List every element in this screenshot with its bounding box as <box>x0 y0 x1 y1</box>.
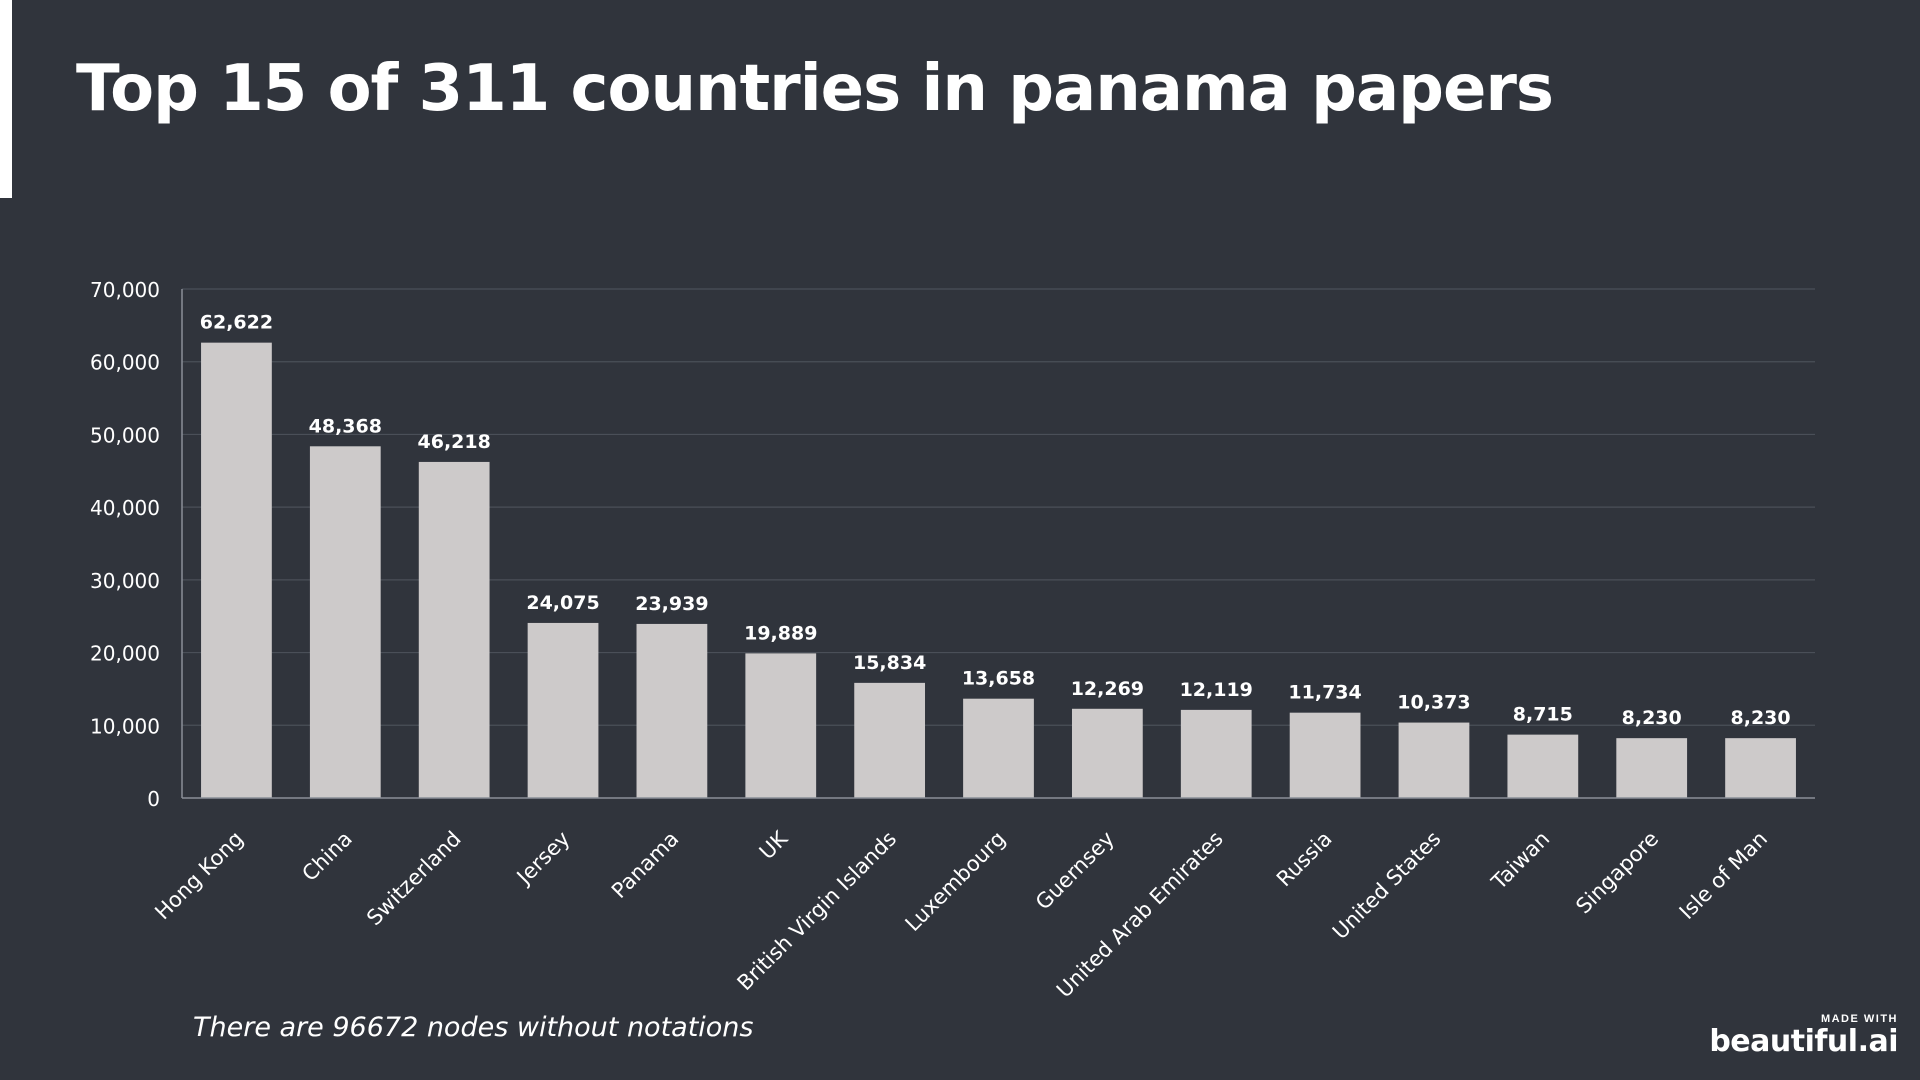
x-tick-label: Taiwan <box>1486 827 1554 895</box>
data-label: 46,218 <box>418 431 491 453</box>
watermark-brand: beautiful.ai <box>1709 1024 1898 1059</box>
x-tick-label: United States <box>1328 827 1446 945</box>
data-label: 24,075 <box>526 592 599 614</box>
data-label: 23,939 <box>635 593 708 615</box>
bar-hong-kong <box>201 342 272 798</box>
bar-guernsey <box>1071 708 1143 798</box>
data-label: 15,834 <box>853 652 926 674</box>
bar-singapore <box>1616 738 1688 798</box>
y-tick-label: 0 <box>147 787 160 811</box>
y-tick-label: 70,000 <box>90 278 160 302</box>
bar-china <box>309 446 381 798</box>
bar-united-arab-emirates <box>1180 709 1252 798</box>
y-tick-label: 10,000 <box>90 714 160 738</box>
data-label: 13,658 <box>962 668 1035 690</box>
bar-switzerland <box>418 461 490 798</box>
bar-isle-of-man <box>1725 738 1796 798</box>
x-tick-label: Luxembourg <box>901 827 1011 937</box>
x-tick-label: Jersey <box>511 827 575 891</box>
bar-uk <box>745 653 817 798</box>
data-label: 10,373 <box>1397 692 1470 714</box>
bar-panama <box>636 623 708 798</box>
data-label: 62,622 <box>200 312 273 334</box>
page-title: Top 15 of 311 countries in panama papers <box>76 52 1554 126</box>
y-tick-label: 20,000 <box>90 642 160 666</box>
x-tick-label: Isle of Man <box>1675 827 1772 924</box>
accent-bar <box>0 0 12 198</box>
data-label: 8,230 <box>1731 707 1791 729</box>
data-label: 12,269 <box>1071 678 1144 700</box>
bars <box>201 342 1796 798</box>
x-tick-label: Hong Kong <box>150 827 248 925</box>
x-tick-label: Switzerland <box>362 827 466 931</box>
bar-jersey <box>527 622 599 798</box>
bar-taiwan <box>1507 734 1579 798</box>
x-axis-labels: Hong Kong China Switzerland Jersey Panama UKB… <box>150 826 1772 1003</box>
y-tick-label: 30,000 <box>90 569 160 593</box>
watermark-logo[interactable]: MADE WITH beautiful.ai <box>1709 1013 1898 1059</box>
x-tick-label: British Virgin Islands <box>733 827 902 996</box>
x-tick-label: UK <box>755 826 793 864</box>
x-tick-label: China <box>297 827 356 886</box>
watermark-made-with: MADE WITH <box>1820 1013 1898 1025</box>
data-label: 19,889 <box>744 622 817 644</box>
axes <box>181 289 1815 799</box>
y-axis-ticks: 0 10,000 20,000 30,000 40,000 50,000 60,000 70,… <box>90 278 160 811</box>
y-tick-label: 40,000 <box>90 496 160 520</box>
y-tick-label: 50,000 <box>90 423 160 447</box>
x-tick-label: Russia <box>1272 827 1337 892</box>
data-label: 12,119 <box>1180 679 1253 701</box>
data-labels: 62,622 48,368 46,218 24,075 23,939 19,889 15,8… <box>200 312 1791 730</box>
data-label: 8,715 <box>1513 704 1573 726</box>
data-label: 11,734 <box>1288 682 1361 704</box>
bar-luxembourg <box>963 698 1034 798</box>
x-tick-label: Panama <box>607 827 683 903</box>
data-label: 8,230 <box>1622 707 1682 729</box>
data-label: 48,368 <box>309 415 382 437</box>
x-tick-label: Guernsey <box>1031 827 1119 915</box>
x-tick-label: Singapore <box>1571 827 1663 919</box>
y-tick-label: 60,000 <box>90 351 160 375</box>
bar-british-virgin-islands <box>854 682 926 798</box>
footnote: There are 96672 nodes without notations <box>193 1012 754 1043</box>
bar-united-states <box>1398 722 1470 798</box>
bar-russia <box>1289 712 1361 798</box>
